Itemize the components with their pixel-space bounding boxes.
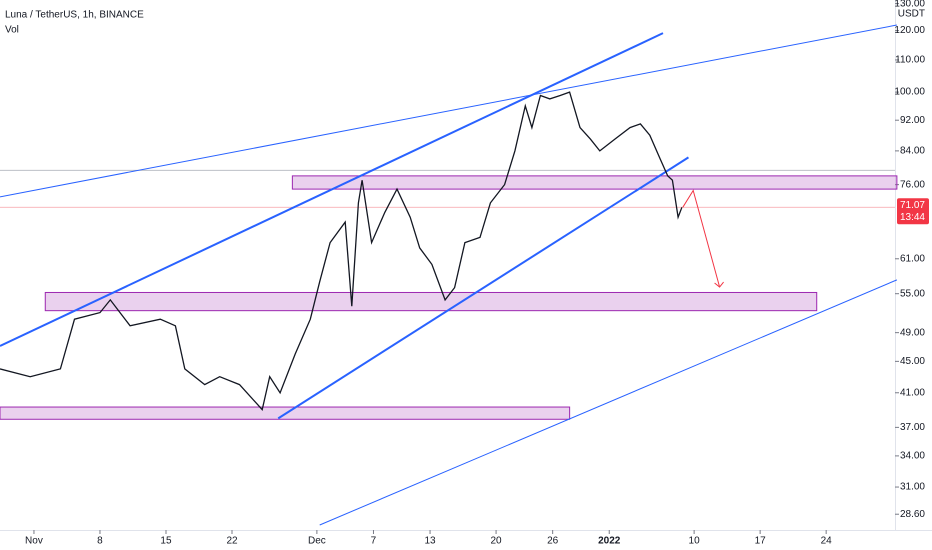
y-tick-label: 120.00	[894, 25, 925, 36]
y-tick-label: 28.60	[900, 509, 925, 520]
y-tick-label: 31.00	[900, 482, 925, 493]
y-tick-label: 41.00	[900, 387, 925, 398]
zone	[44, 291, 818, 312]
zone	[291, 175, 898, 190]
y-tick-label: 45.00	[900, 356, 925, 367]
trend-line	[277, 156, 689, 420]
y-tick-label: 49.00	[900, 327, 925, 338]
arrow-head	[714, 281, 724, 288]
y-tick-label: 92.00	[900, 115, 925, 126]
x-tick-label: 13	[424, 536, 436, 547]
x-tick-label: 20	[491, 536, 503, 547]
x-tick-label: 24	[821, 536, 833, 547]
x-tick-label: 2022	[598, 536, 621, 547]
x-tick-label: Nov	[25, 536, 43, 547]
trend-line	[0, 24, 897, 198]
x-tick-label: 7	[371, 536, 377, 547]
y-tick-label: 130.00	[894, 0, 925, 9]
trend-line	[319, 279, 898, 526]
chart-title: Luna / TetherUS, 1h, BINANCE	[5, 10, 144, 21]
y-tick-label: 61.00	[900, 253, 925, 264]
y-tick-label: 110.00	[895, 55, 925, 66]
last-price-label: 71.07	[900, 200, 925, 211]
x-tick-label: 15	[160, 536, 172, 547]
countdown-label: 13:44	[900, 212, 925, 223]
y-tick-label: 100.00	[894, 87, 925, 98]
x-tick-label: 17	[755, 536, 767, 547]
last-price-box	[897, 198, 929, 225]
x-tick-label: 22	[226, 536, 238, 547]
x-tick-label: Dec	[308, 536, 326, 547]
volume-label: Vol	[5, 25, 19, 36]
price-line	[0, 91, 683, 411]
y-tick-label: 76.00	[900, 179, 925, 190]
y-tick-label: 34.00	[900, 451, 925, 462]
y-tick-label: 55.00	[900, 288, 925, 299]
y-tick-label: 84.00	[900, 146, 925, 157]
currency-label: USDT	[898, 9, 925, 20]
x-tick-label: 8	[97, 536, 103, 547]
x-tick-label: 26	[547, 536, 559, 547]
trend-line	[0, 32, 664, 347]
x-tick-label: 10	[689, 536, 701, 547]
projection-arrow	[682, 189, 721, 288]
y-tick-label: 37.00	[900, 422, 925, 433]
